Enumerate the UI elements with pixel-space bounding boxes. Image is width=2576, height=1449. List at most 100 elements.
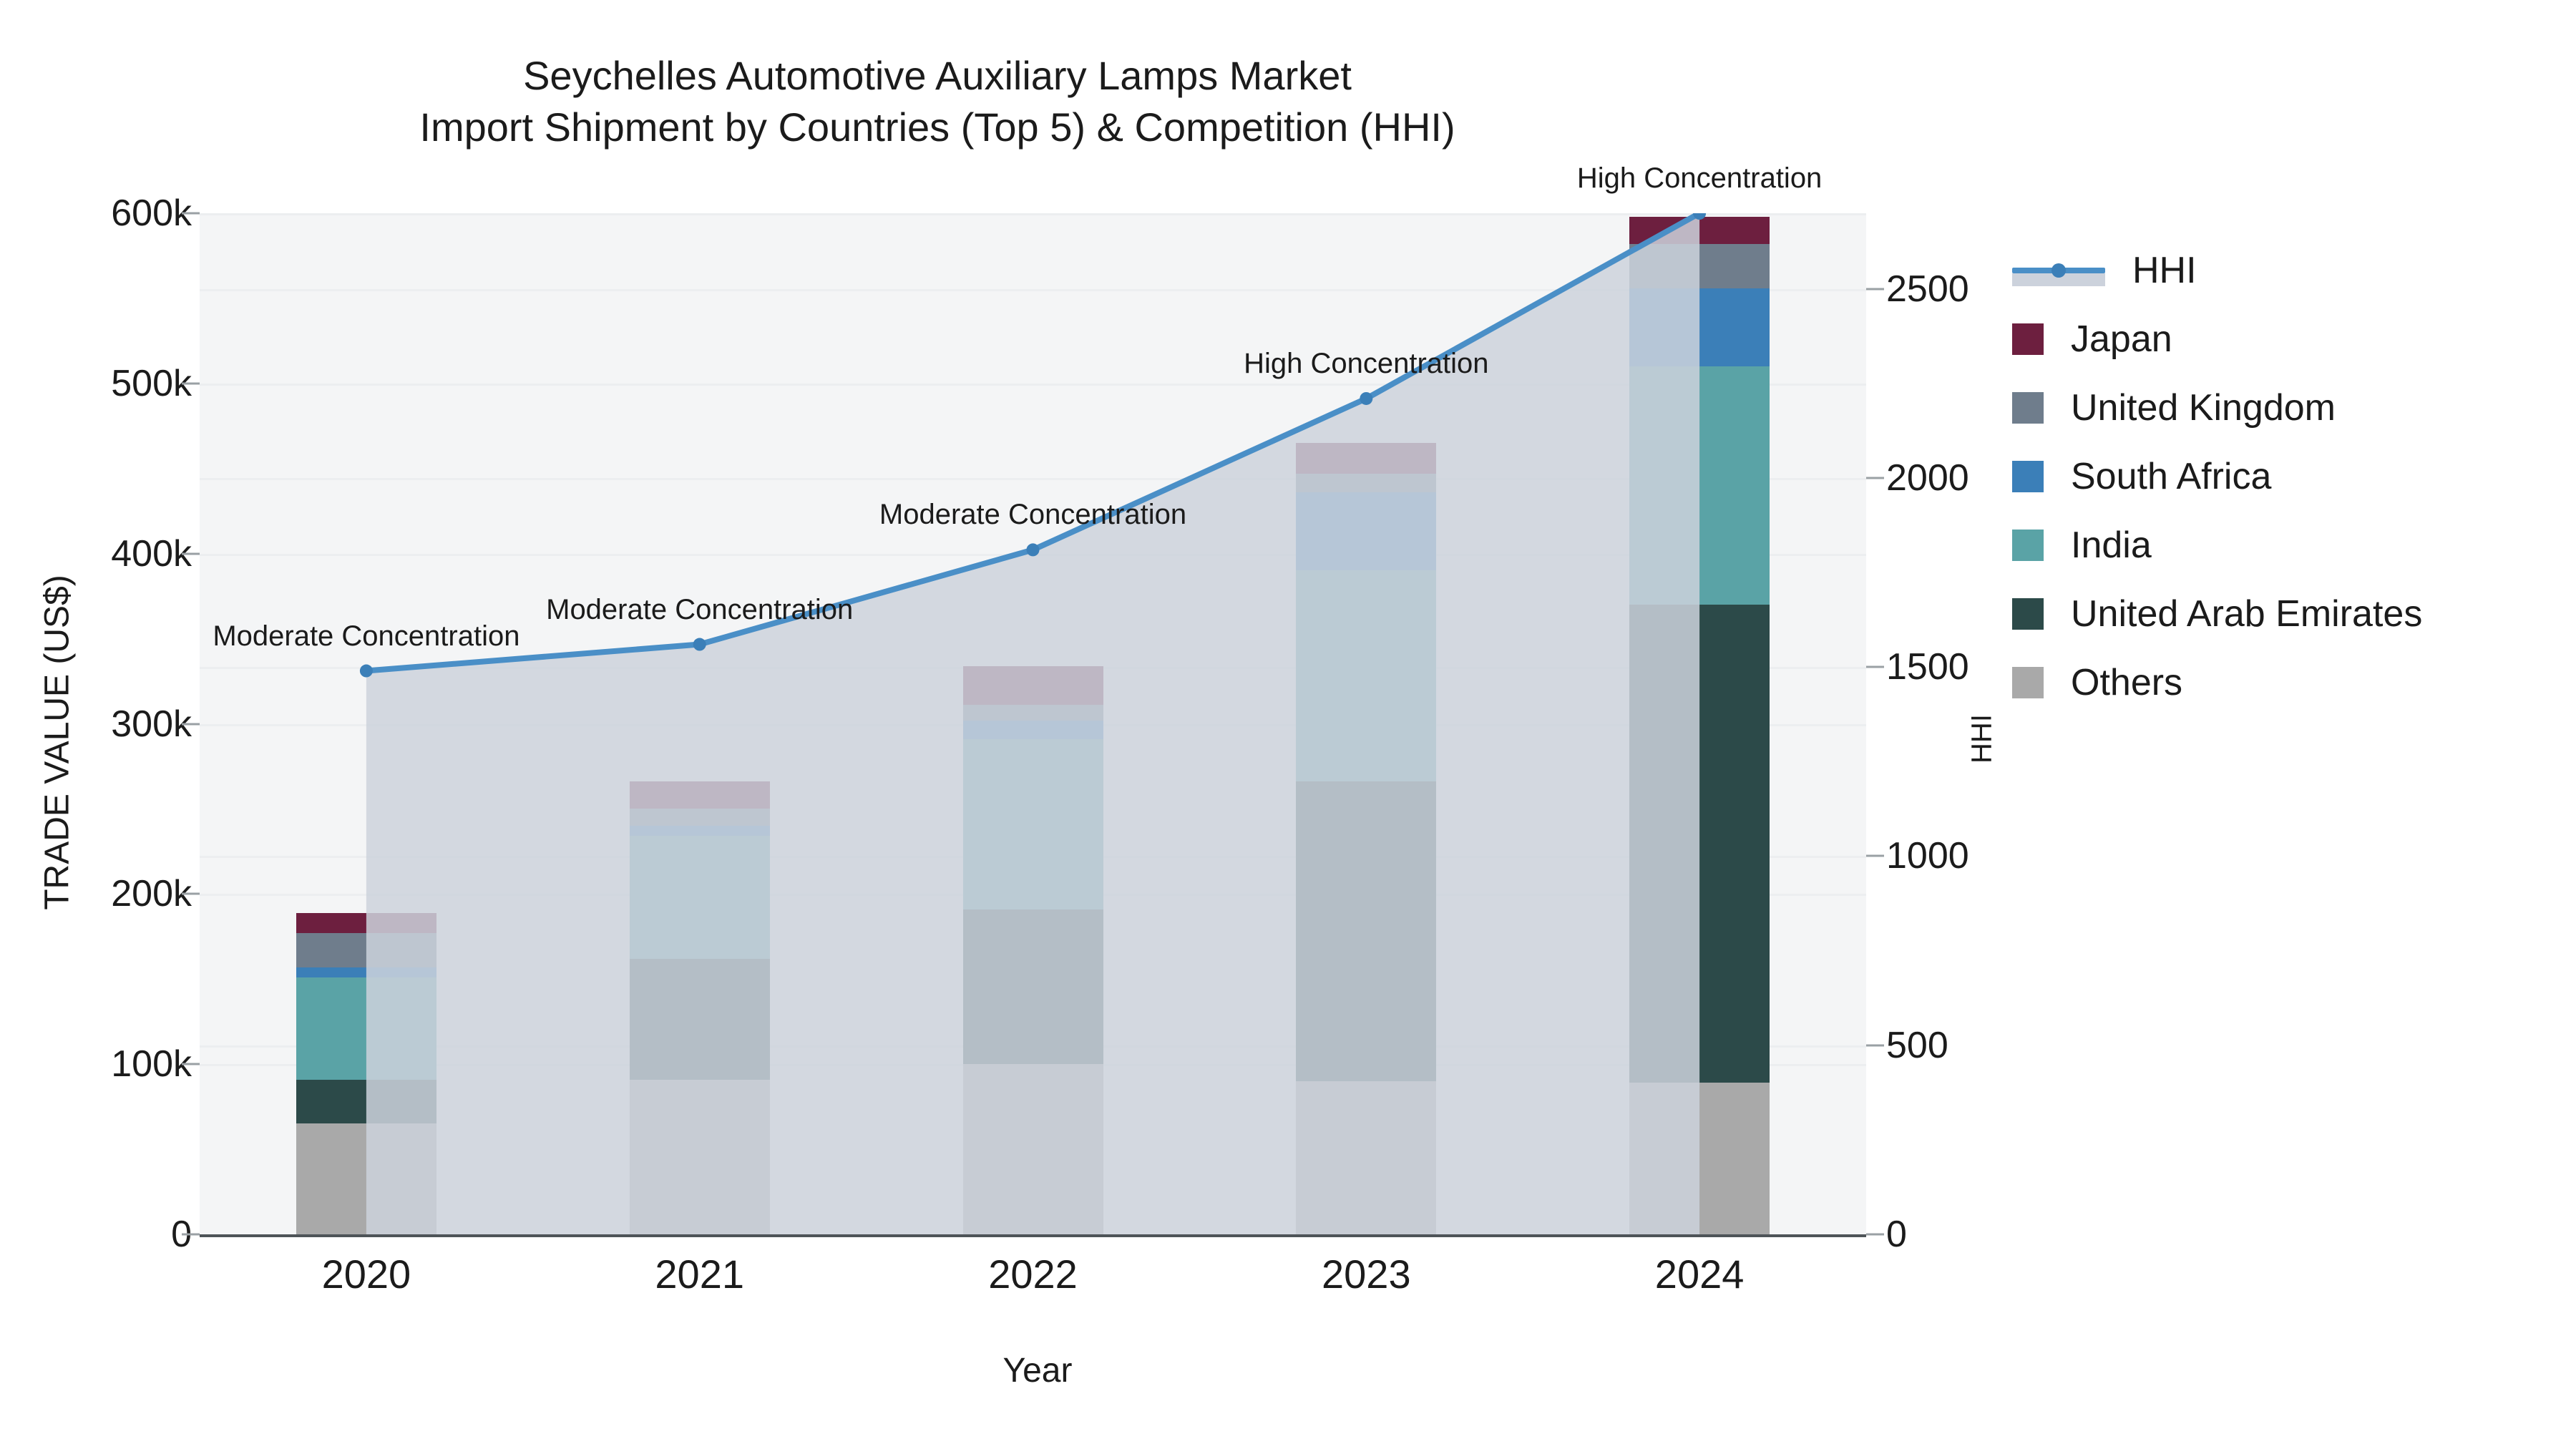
concentration-annotation: High Concentration xyxy=(1576,162,1823,194)
y-tick-right-label: 2500 xyxy=(1886,268,1969,310)
bar-segment[interactable] xyxy=(296,1079,436,1124)
y-tick-right-label: 1500 xyxy=(1886,646,1969,688)
x-tick-label: 2024 xyxy=(1654,1252,1745,1297)
legend-swatch-icon xyxy=(2012,392,2044,424)
y-tick-left-mark xyxy=(182,1233,200,1236)
bar-segment[interactable] xyxy=(962,665,1103,706)
bar-segment[interactable] xyxy=(1296,570,1437,782)
bar-segment[interactable] xyxy=(1296,473,1437,493)
plot-area xyxy=(200,213,1866,1234)
legend-item-label: Others xyxy=(2071,662,2183,703)
legend-swatch-icon xyxy=(2012,667,2044,698)
concentration-annotation: Moderate Concentration xyxy=(879,499,1187,531)
y-axis-right-label: HHI xyxy=(1966,714,1998,763)
bar-segment[interactable] xyxy=(1629,605,1770,1083)
bar-column[interactable] xyxy=(1629,213,1770,1234)
bar-segment[interactable] xyxy=(296,913,436,934)
y-tick-right-mark xyxy=(1866,288,1884,291)
chart-legend: HHI Japan United Kingdom South Africa India U… xyxy=(2012,236,2422,717)
bar-segment[interactable] xyxy=(629,836,770,959)
bar-segment[interactable] xyxy=(1629,1083,1770,1234)
y-tick-right-mark xyxy=(1866,1233,1884,1236)
bar-segment[interactable] xyxy=(962,738,1103,909)
y-tick-left-label: 500k xyxy=(111,362,192,404)
y-tick-right-label: 0 xyxy=(1886,1214,1907,1255)
legend-swatch-icon xyxy=(2012,598,2044,630)
bar-segment[interactable] xyxy=(1296,492,1437,571)
bar-segment[interactable] xyxy=(629,826,770,836)
bar-segment[interactable] xyxy=(962,1064,1103,1234)
bar-segment[interactable] xyxy=(1629,288,1770,367)
y-tick-left-label: 400k xyxy=(111,532,192,575)
chart-title-line2: Import Shipment by Countries (Top 5) & C… xyxy=(419,104,1455,150)
x-axis-line xyxy=(200,1234,1866,1237)
y-tick-right-mark xyxy=(1866,1044,1884,1047)
legend-item-label: HHI xyxy=(2132,250,2197,291)
x-tick-label: 2020 xyxy=(321,1252,411,1297)
legend-line-icon xyxy=(2012,255,2105,286)
bar-segment[interactable] xyxy=(296,967,436,977)
x-axis-label: Year xyxy=(1002,1352,1073,1390)
bar-segment[interactable] xyxy=(629,958,770,1080)
concentration-annotation: Moderate Concentration xyxy=(546,593,854,625)
x-tick-label: 2022 xyxy=(988,1252,1078,1297)
legend-item-label: United Arab Emirates xyxy=(2071,593,2423,635)
bar-segment[interactable] xyxy=(629,781,770,809)
bar-column[interactable] xyxy=(962,213,1103,1234)
bar-segment[interactable] xyxy=(962,705,1103,721)
bar-segment[interactable] xyxy=(629,1079,770,1234)
y-tick-left-mark xyxy=(182,212,200,215)
legend-item[interactable]: Japan xyxy=(2012,305,2422,374)
bar-column[interactable] xyxy=(296,213,436,1234)
legend-item[interactable]: HHI xyxy=(2012,236,2422,305)
bar-segment[interactable] xyxy=(296,977,436,1080)
legend-item[interactable]: United Kingdom xyxy=(2012,374,2422,442)
y-tick-right-mark xyxy=(1866,665,1884,668)
legend-item-label: United Kingdom xyxy=(2071,387,2336,429)
y-tick-left-label: 200k xyxy=(111,873,192,915)
legend-item-label: Japan xyxy=(2071,318,2172,360)
x-tick-label: 2021 xyxy=(655,1252,744,1297)
bar-segment[interactable] xyxy=(1629,243,1770,288)
y-tick-left-mark xyxy=(182,1063,200,1065)
y-tick-right-label: 2000 xyxy=(1886,457,1969,499)
y-tick-right-mark xyxy=(1866,477,1884,479)
legend-item[interactable]: United Arab Emirates xyxy=(2012,580,2422,648)
chart-title-line1: Seychelles Automotive Auxiliary Lamps Ma… xyxy=(523,53,1352,98)
chart-title: Seychelles Automotive Auxiliary Lamps Ma… xyxy=(0,50,1875,152)
bar-segment[interactable] xyxy=(296,933,436,967)
concentration-annotation: Moderate Concentration xyxy=(213,620,520,652)
y-tick-left-label: 300k xyxy=(111,703,192,745)
y-axis-left-label: TRADE VALUE (US$) xyxy=(38,575,77,910)
y-tick-right-label: 1000 xyxy=(1886,835,1969,877)
bar-segment[interactable] xyxy=(629,809,770,826)
legend-item-label: South Africa xyxy=(2071,456,2272,497)
y-tick-left-mark xyxy=(182,382,200,385)
x-tick-label: 2023 xyxy=(1322,1252,1411,1297)
legend-item[interactable]: India xyxy=(2012,511,2422,580)
bar-segment[interactable] xyxy=(1296,443,1437,474)
bar-segment[interactable] xyxy=(962,720,1103,739)
bar-segment[interactable] xyxy=(1629,366,1770,605)
y-tick-left-mark xyxy=(182,892,200,895)
legend-item[interactable]: Others xyxy=(2012,648,2422,717)
y-tick-left-mark xyxy=(182,552,200,555)
legend-item[interactable]: South Africa xyxy=(2012,442,2422,511)
y-tick-left-label: 100k xyxy=(111,1043,192,1085)
legend-item-label: India xyxy=(2071,525,2152,566)
legend-swatch-icon xyxy=(2012,323,2044,355)
bar-segment[interactable] xyxy=(962,909,1103,1065)
bar-segment[interactable] xyxy=(1296,1080,1437,1234)
legend-swatch-icon xyxy=(2012,461,2044,492)
legend-swatch-icon xyxy=(2012,530,2044,561)
bar-segment[interactable] xyxy=(1629,216,1770,244)
concentration-annotation: High Concentration xyxy=(1244,347,1489,379)
y-tick-right-label: 500 xyxy=(1886,1024,1948,1066)
bar-column[interactable] xyxy=(629,213,770,1234)
bar-segment[interactable] xyxy=(296,1123,436,1234)
bar-segment[interactable] xyxy=(1296,781,1437,1081)
y-tick-left-mark xyxy=(182,723,200,725)
y-tick-left-label: 600k xyxy=(111,192,192,234)
y-tick-right-mark xyxy=(1866,854,1884,857)
